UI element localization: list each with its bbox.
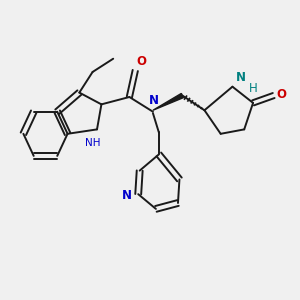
Text: N: N: [122, 189, 132, 202]
Text: O: O: [137, 55, 147, 68]
Text: NH: NH: [85, 138, 100, 148]
Text: O: O: [276, 88, 286, 100]
Text: H: H: [249, 82, 257, 95]
Text: N: N: [236, 71, 246, 84]
Polygon shape: [153, 93, 183, 110]
Text: N: N: [148, 94, 158, 107]
